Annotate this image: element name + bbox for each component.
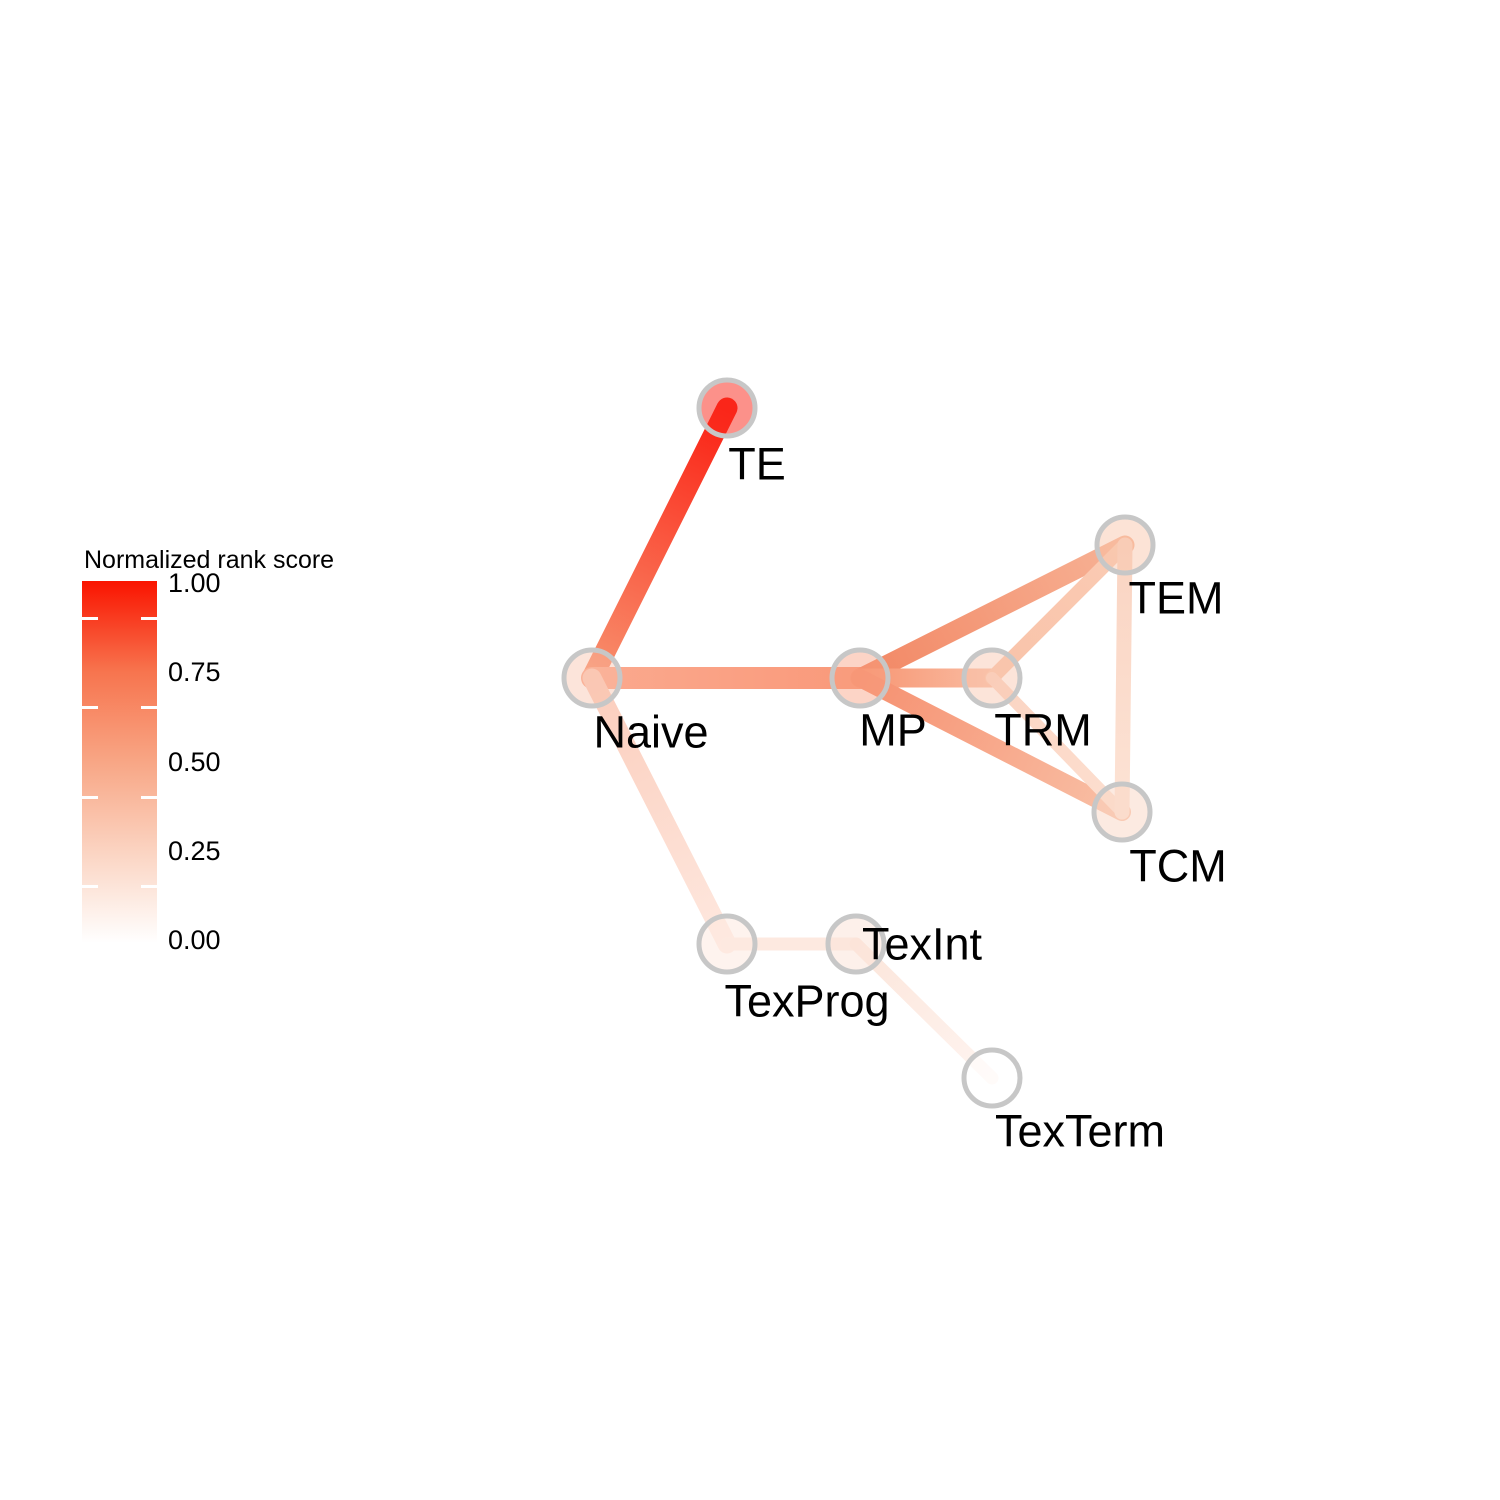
node-label-TCM: TCM (1129, 841, 1226, 892)
legend-tick-label: 0.25 (168, 835, 221, 866)
node-label-MP: MP (859, 705, 927, 756)
legend-tick-mark (141, 706, 157, 710)
legend-tick-mark (82, 706, 98, 710)
edge-MP-TCM (851, 669, 1131, 821)
legend-tick-label: 0.75 (168, 657, 221, 688)
legend-tick-mark (82, 884, 98, 888)
legend-tick-mark (82, 617, 98, 620)
node-TexProg (696, 913, 758, 975)
edge-Naive-TE (581, 397, 738, 689)
node-label-TexTerm: TexTerm (995, 1106, 1165, 1157)
node-MP (829, 647, 891, 709)
node-label-TRM: TRM (994, 705, 1091, 756)
node-TexInt (825, 913, 887, 975)
legend-tick-mark (141, 884, 157, 888)
legend-gradient-bar (82, 581, 157, 943)
node-label-TexProg: TexProg (724, 976, 889, 1027)
node-TEM (1094, 514, 1156, 576)
edge-MP-TEM (850, 535, 1135, 688)
legend-tick-label: 0.50 (168, 746, 221, 777)
node-labels-layer: TE TEM Naive MP TRM TCM TexProg TexInt TexTerm (593, 439, 1226, 1157)
legend-tick-label: 0.00 (168, 925, 221, 955)
node-label-TexInt: TexInt (862, 919, 983, 970)
node-TexTerm (961, 1047, 1023, 1109)
nodes-layer (561, 377, 1156, 1109)
node-TCM (1091, 781, 1153, 843)
legend-tick-mark (141, 617, 157, 620)
node-label-Naive: Naive (593, 707, 708, 758)
edge-TRM-TCM (986, 672, 1128, 818)
legend-tick-mark (141, 795, 157, 799)
legend-title: Normalized rank score (84, 546, 335, 574)
legend-tick-mark (82, 795, 98, 799)
node-TRM (961, 647, 1023, 709)
color-scale-legend: Normalized rank score 1.00 0.75 0.50 0.25 0.… (82, 546, 342, 966)
edge-TexInt-TexTerm (849, 937, 999, 1085)
edge-Naive-TexProg (582, 668, 737, 954)
edges-layer (581, 397, 1135, 1085)
node-TE (696, 377, 758, 439)
edge-TEM-TCM (1114, 537, 1133, 820)
legend-tick-label: 1.00 (168, 568, 221, 598)
node-label-TEM: TEM (1129, 573, 1224, 624)
edge-TRM-TEM (985, 538, 1132, 685)
node-Naive (561, 647, 623, 709)
node-label-TE: TE (728, 439, 786, 490)
